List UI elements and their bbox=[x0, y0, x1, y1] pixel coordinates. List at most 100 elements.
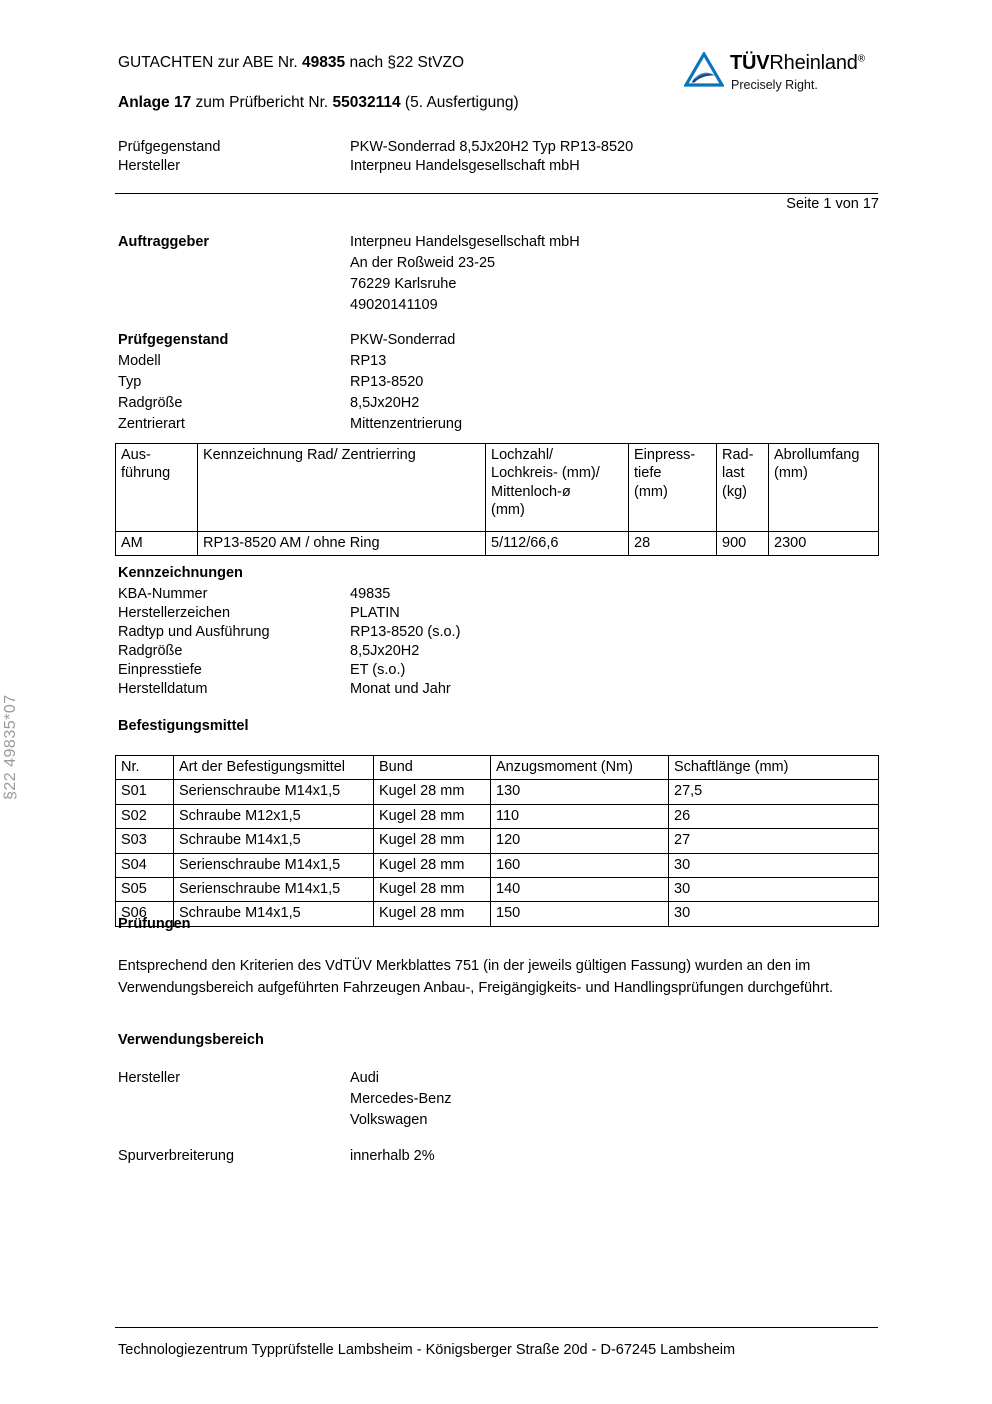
spec-cell-kennzeichnung: RP13-8520 AM / ohne Ring bbox=[197, 530, 486, 557]
logo-tagline: Precisely Right. bbox=[731, 78, 818, 92]
pruefgegenstand-value-1: RP13-8520 bbox=[350, 374, 424, 390]
spec-header-abrollumfang-l1: (mm) bbox=[774, 465, 808, 482]
table-header-row: Nr. Art der Befestigungsmittel Bund Anzu… bbox=[115, 754, 879, 781]
tuv-rheinland-logo: TÜVRheinland® Precisely Right. bbox=[683, 50, 884, 102]
fastener-cell-bund: Kugel 28 mm bbox=[373, 852, 491, 879]
table-row: S05 Serienschraube M14x1,5 Kugel 28 mm 1… bbox=[115, 877, 879, 903]
page-indicator: Seite 1 von 17 bbox=[786, 196, 879, 212]
kennzeichnungen-title: Kennzeichnungen bbox=[118, 565, 243, 581]
fastener-cell-nr: S05 bbox=[115, 877, 174, 903]
auftraggeber-title: Auftraggeber bbox=[118, 234, 210, 250]
spec-header-ausfuehrung: Aus- führung bbox=[115, 443, 198, 532]
fastener-cell-laenge: 30 bbox=[668, 852, 879, 879]
spec-header-einpresstiefe: Einpress- tiefe (mm) bbox=[628, 443, 717, 532]
fastener-cell-moment: 140 bbox=[490, 877, 669, 903]
fastener-cell-laenge: 26 bbox=[668, 803, 879, 830]
logo-tuv-text: TÜV bbox=[730, 52, 770, 74]
pruefgegenstand-title-value: PKW-Sonderrad bbox=[350, 332, 456, 348]
fastener-cell-bund: Kugel 28 mm bbox=[373, 803, 491, 830]
spec-header-abrollumfang-l0: Abrollumfang bbox=[774, 447, 860, 463]
pruefgegenstand-key-1: Typ bbox=[118, 374, 142, 390]
pruefgegenstand-key-0: Modell bbox=[118, 353, 161, 369]
fastener-cell-art: Serienschraube M14x1,5 bbox=[173, 877, 374, 903]
fastener-header-nr: Nr. bbox=[115, 754, 174, 781]
spec-header-lochzahl-l0: Lochzahl/ bbox=[491, 447, 554, 463]
registered-trademark-icon: ® bbox=[857, 53, 865, 65]
verwendungsbereich-title: Verwendungsbereich bbox=[118, 1032, 264, 1048]
pruefgegenstand-value-0: RP13 bbox=[350, 353, 387, 369]
header-anlage-line: Anlage 17 zum Prüfbericht Nr. 55032114 (… bbox=[118, 94, 519, 112]
table-row: AM RP13-8520 AM / ohne Ring 5/112/66,6 2… bbox=[115, 530, 879, 557]
header-pruefbericht-label: zum Prüfbericht Nr. bbox=[191, 94, 333, 111]
fastener-cell-nr: S03 bbox=[115, 828, 174, 854]
footer-address: Technologiezentrum Typprüfstelle Lambshe… bbox=[118, 1342, 736, 1358]
fastener-cell-moment: 160 bbox=[490, 852, 669, 879]
pruefgegenstand-value-2: 8,5Jx20H2 bbox=[350, 395, 420, 411]
kennzeichnungen-value-4: ET (s.o.) bbox=[350, 662, 406, 678]
fastener-header-schaftlaenge: Schaftlänge (mm) bbox=[668, 754, 879, 781]
fastener-cell-moment: 110 bbox=[490, 803, 669, 830]
spec-cell-ausfuehrung: AM bbox=[115, 530, 198, 557]
fastener-cell-art: Schraube M14x1,5 bbox=[173, 828, 374, 854]
pruefgegenstand-key-3: Zentrierart bbox=[118, 416, 185, 432]
header-gutachten-prefix: GUTACHTEN zur ABE Nr. bbox=[118, 54, 303, 71]
spec-header-einpresstiefe-l0: Einpress- bbox=[634, 447, 696, 463]
table-row: S02 Schraube M12x1,5 Kugel 28 mm 110 26 bbox=[115, 803, 879, 830]
fastener-header-bund: Bund bbox=[373, 754, 491, 781]
kennzeichnungen-value-1: PLATIN bbox=[350, 605, 400, 621]
header-pruefgegenstand-value: PKW-Sonderrad 8,5Jx20H2 Typ RP13-8520 bbox=[350, 139, 634, 155]
fastener-cell-bund: Kugel 28 mm bbox=[373, 877, 491, 903]
kennzeichnungen-value-0: 49835 bbox=[350, 586, 391, 602]
kennzeichnungen-key-3: Radgröße bbox=[118, 643, 183, 659]
spec-header-abrollumfang: Abrollumfang (mm) bbox=[768, 443, 879, 532]
spec-header-kennzeichnung: Kennzeichnung Rad/ Zentrierring bbox=[197, 443, 486, 532]
spec-cell-abrollumfang: 2300 bbox=[768, 530, 879, 557]
header-divider bbox=[115, 193, 878, 194]
fastener-cell-laenge: 30 bbox=[668, 877, 879, 903]
verwendungsbereich-hersteller-1: Mercedes-Benz bbox=[350, 1091, 452, 1107]
kennzeichnungen-key-5: Herstelldatum bbox=[118, 681, 208, 697]
fastener-cell-nr: S01 bbox=[115, 779, 174, 805]
spec-header-ausfuehrung-l1: führung bbox=[121, 465, 171, 482]
kennzeichnungen-value-2: RP13-8520 (s.o.) bbox=[350, 624, 461, 640]
spec-header-lochzahl-l2: Mittenloch-ø bbox=[491, 483, 571, 500]
auftraggeber-line-0: Interpneu Handelsgesellschaft mbH bbox=[350, 234, 580, 250]
spec-cell-einpresstiefe: 28 bbox=[628, 530, 717, 557]
fastener-cell-bund: Kugel 28 mm bbox=[373, 828, 491, 854]
header-title-line: GUTACHTEN zur ABE Nr. 49835 nach §22 StV… bbox=[118, 54, 464, 72]
header-hersteller-label: Hersteller bbox=[118, 158, 181, 174]
table-row: S01 Serienschraube M14x1,5 Kugel 28 mm 1… bbox=[115, 779, 879, 805]
spec-cell-radlast: 900 bbox=[716, 530, 769, 557]
wheel-spec-table: Aus- führung Kennzeichnung Rad/ Zentrier… bbox=[115, 443, 879, 557]
kennzeichnungen-key-2: Radtyp und Ausführung bbox=[118, 624, 270, 640]
header-pruefbericht-number: 55032114 bbox=[332, 94, 401, 111]
spec-header-lochzahl-l3: (mm) bbox=[491, 502, 525, 519]
fastener-cell-nr: S06 bbox=[115, 901, 174, 927]
fastener-table: Nr. Art der Befestigungsmittel Bund Anzu… bbox=[115, 754, 879, 927]
fastener-cell-bund: Kugel 28 mm bbox=[373, 901, 491, 927]
fastener-cell-laenge: 27 bbox=[668, 828, 879, 854]
fastener-cell-moment: 130 bbox=[490, 779, 669, 805]
kennzeichnungen-key-0: KBA-Nummer bbox=[118, 586, 208, 602]
fastener-cell-laenge: 27,5 bbox=[668, 779, 879, 805]
fastener-cell-moment: 150 bbox=[490, 901, 669, 927]
spec-header-radlast-l1: last bbox=[722, 465, 745, 482]
befestigungsmittel-title: Befestigungsmittel bbox=[118, 718, 249, 734]
pruefgegenstand-title: Prüfgegenstand bbox=[118, 332, 229, 348]
logo-rheinland-text: Rheinland bbox=[769, 52, 858, 74]
auftraggeber-line-1: An der Roßweid 23-25 bbox=[350, 255, 496, 271]
kennzeichnungen-key-4: Einpresstiefe bbox=[118, 662, 202, 678]
verwendungsbereich-spur-value: innerhalb 2% bbox=[350, 1148, 435, 1164]
spec-header-radlast-l2: (kg) bbox=[722, 483, 747, 500]
tuv-rheinland-wordmark: TÜVRheinland® bbox=[730, 52, 865, 75]
verwendungsbereich-hersteller-label: Hersteller bbox=[118, 1070, 181, 1086]
header-gutachten-suffix: nach §22 StVZO bbox=[345, 54, 465, 71]
pruefgegenstand-value-3: Mittenzentrierung bbox=[350, 416, 463, 432]
fastener-cell-art: Schraube M12x1,5 bbox=[173, 803, 374, 830]
fastener-cell-moment: 120 bbox=[490, 828, 669, 854]
kennzeichnungen-value-5: Monat und Jahr bbox=[350, 681, 451, 697]
tuv-triangle-icon bbox=[683, 50, 725, 88]
verwendungsbereich-hersteller-0: Audi bbox=[350, 1070, 380, 1086]
fastener-header-anzugsmoment: Anzugsmoment (Nm) bbox=[490, 754, 669, 781]
